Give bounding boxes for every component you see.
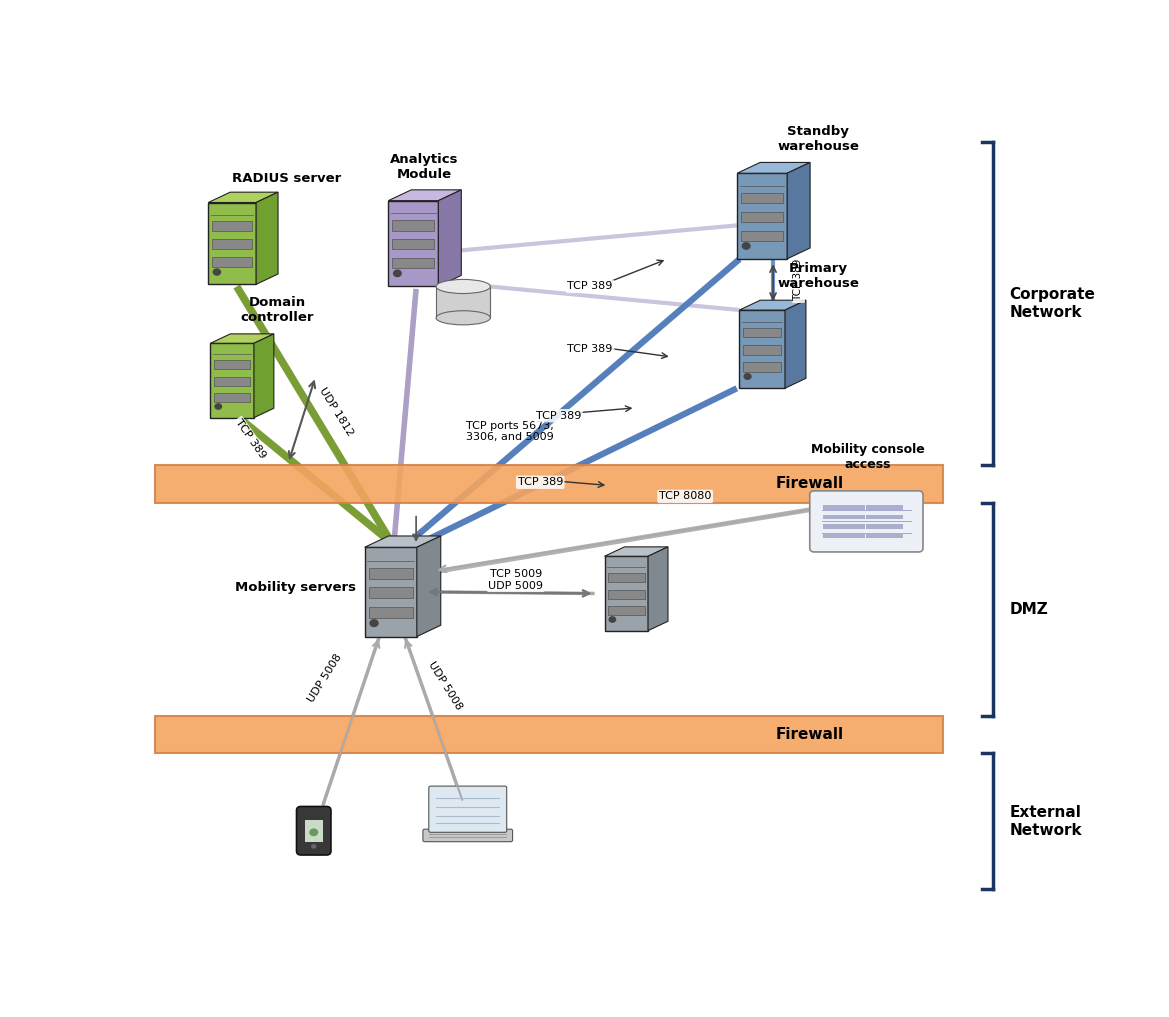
Bar bbox=[743, 362, 781, 372]
Bar bbox=[393, 258, 435, 268]
Polygon shape bbox=[739, 310, 786, 388]
Bar bbox=[608, 606, 644, 615]
FancyBboxPatch shape bbox=[297, 806, 331, 855]
Polygon shape bbox=[388, 190, 462, 200]
Bar bbox=[823, 524, 865, 529]
Bar bbox=[436, 287, 490, 317]
Bar bbox=[369, 588, 413, 598]
Polygon shape bbox=[786, 300, 805, 388]
Bar bbox=[369, 567, 413, 579]
Polygon shape bbox=[739, 300, 805, 310]
Circle shape bbox=[393, 270, 402, 278]
Text: External
Network: External Network bbox=[1010, 805, 1082, 838]
Text: RADIUS server: RADIUS server bbox=[231, 172, 341, 185]
Polygon shape bbox=[648, 547, 667, 631]
Polygon shape bbox=[738, 173, 787, 258]
Bar bbox=[823, 515, 865, 520]
Text: TCP 8080: TCP 8080 bbox=[659, 491, 712, 501]
Polygon shape bbox=[254, 334, 274, 418]
Text: TCP 389: TCP 389 bbox=[535, 411, 581, 421]
Text: TCP 389: TCP 389 bbox=[233, 418, 268, 461]
Circle shape bbox=[311, 844, 317, 849]
Text: Firewall: Firewall bbox=[775, 476, 844, 491]
FancyBboxPatch shape bbox=[429, 786, 506, 832]
Text: TCP 389: TCP 389 bbox=[567, 344, 613, 354]
Text: UDP 5008: UDP 5008 bbox=[306, 652, 345, 704]
Bar bbox=[743, 328, 781, 338]
Text: TCP ports 5673,
3306, and 5009: TCP ports 5673, 3306, and 5009 bbox=[466, 421, 554, 442]
Polygon shape bbox=[604, 556, 648, 631]
Bar bbox=[866, 515, 902, 520]
Text: Mobility console
access: Mobility console access bbox=[811, 442, 925, 471]
Text: UDP 5008: UDP 5008 bbox=[427, 660, 464, 712]
Text: Primary
warehouse: Primary warehouse bbox=[777, 262, 859, 291]
FancyBboxPatch shape bbox=[810, 491, 924, 552]
Polygon shape bbox=[365, 536, 441, 547]
Text: UDP 1812: UDP 1812 bbox=[318, 385, 355, 437]
Bar bbox=[393, 239, 435, 249]
Bar bbox=[743, 345, 781, 355]
Circle shape bbox=[369, 619, 379, 627]
Polygon shape bbox=[787, 163, 810, 258]
Text: TCP 389: TCP 389 bbox=[518, 477, 563, 487]
Bar bbox=[741, 212, 783, 222]
Polygon shape bbox=[438, 190, 462, 286]
Polygon shape bbox=[256, 192, 278, 285]
Circle shape bbox=[214, 403, 222, 410]
Bar bbox=[823, 504, 865, 510]
Bar bbox=[866, 533, 902, 538]
Bar bbox=[214, 376, 250, 385]
FancyBboxPatch shape bbox=[155, 716, 943, 754]
Bar bbox=[212, 222, 253, 231]
FancyBboxPatch shape bbox=[423, 829, 512, 842]
Ellipse shape bbox=[436, 311, 491, 324]
Bar bbox=[214, 394, 250, 402]
Bar bbox=[741, 231, 783, 241]
Bar bbox=[212, 257, 253, 267]
Bar bbox=[866, 524, 902, 529]
Text: Mobility servers: Mobility servers bbox=[235, 582, 357, 595]
FancyBboxPatch shape bbox=[155, 465, 943, 502]
Ellipse shape bbox=[436, 280, 491, 294]
Bar bbox=[608, 590, 644, 599]
Bar bbox=[369, 607, 413, 617]
Text: Domain
controller: Domain controller bbox=[241, 296, 314, 324]
Circle shape bbox=[309, 829, 318, 836]
Polygon shape bbox=[208, 202, 256, 285]
Polygon shape bbox=[210, 344, 254, 418]
Bar bbox=[608, 574, 644, 583]
Text: Standby
warehouse: Standby warehouse bbox=[777, 125, 859, 154]
Text: TCP 5009
UDP 5009: TCP 5009 UDP 5009 bbox=[489, 570, 544, 591]
Polygon shape bbox=[388, 200, 438, 286]
Polygon shape bbox=[365, 547, 417, 637]
Circle shape bbox=[213, 268, 221, 276]
Text: TCP 389: TCP 389 bbox=[794, 259, 803, 301]
Polygon shape bbox=[738, 163, 810, 173]
Polygon shape bbox=[604, 547, 667, 556]
Bar bbox=[866, 504, 902, 510]
Circle shape bbox=[743, 373, 752, 380]
Text: Corporate
Network: Corporate Network bbox=[1010, 287, 1095, 319]
Text: Firewall: Firewall bbox=[775, 727, 844, 742]
Bar bbox=[741, 193, 783, 203]
Text: Analytics
Module: Analytics Module bbox=[390, 153, 458, 181]
Polygon shape bbox=[417, 536, 441, 637]
Text: TCP 389: TCP 389 bbox=[567, 282, 613, 292]
Bar bbox=[393, 221, 435, 231]
Bar bbox=[214, 360, 250, 369]
Polygon shape bbox=[208, 192, 278, 202]
Bar bbox=[212, 239, 253, 249]
Circle shape bbox=[608, 616, 616, 622]
Text: DMZ: DMZ bbox=[1010, 602, 1049, 616]
Polygon shape bbox=[210, 334, 274, 344]
Circle shape bbox=[741, 242, 750, 250]
Bar bbox=[823, 533, 865, 538]
Bar bbox=[305, 820, 323, 842]
